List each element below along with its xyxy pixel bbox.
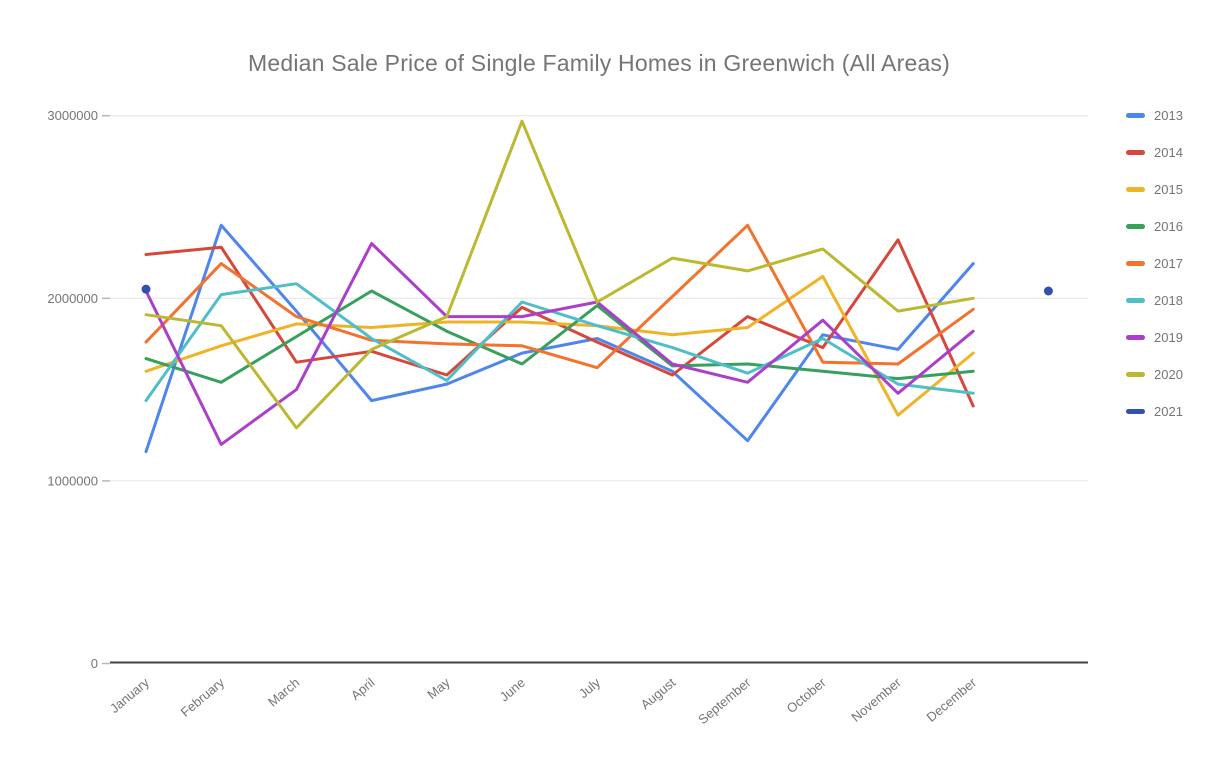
legend-swatch-icon — [1126, 187, 1145, 192]
x-axis-label: September — [695, 674, 754, 727]
legend-swatch-icon — [1126, 150, 1145, 155]
legend-swatch-icon — [1126, 409, 1145, 414]
series-point-2021[interactable] — [1043, 286, 1053, 296]
legend-swatch-icon — [1126, 372, 1145, 377]
y-axis-label: 0 — [91, 656, 98, 671]
legend-item-2016[interactable]: 2016 — [1126, 208, 1183, 245]
x-axis-label: June — [497, 675, 528, 705]
series-line-2017[interactable] — [144, 223, 975, 370]
series-line-2015[interactable] — [144, 274, 975, 417]
legend-label: 2018 — [1154, 293, 1183, 308]
series-point-2021[interactable] — [141, 284, 151, 294]
legend-swatch-icon — [1126, 298, 1145, 303]
series-line-2018[interactable] — [144, 282, 975, 403]
x-axis-label: November — [848, 674, 904, 724]
x-axis-label: December — [924, 674, 980, 724]
series-line-2019[interactable] — [144, 242, 975, 446]
x-axis-label: February — [178, 674, 228, 719]
legend-label: 2013 — [1154, 108, 1183, 123]
legend-swatch-icon — [1126, 224, 1145, 229]
x-axis-label: July — [576, 674, 604, 701]
chart-title: Median Sale Price of Single Family Homes… — [248, 50, 950, 76]
y-axis-label: 2000000 — [47, 291, 98, 306]
legend-item-2017[interactable]: 2017 — [1126, 245, 1183, 282]
x-axis-label: August — [638, 675, 679, 713]
legend-label: 2019 — [1154, 330, 1183, 345]
legend-item-2013[interactable]: 2013 — [1126, 97, 1183, 134]
chart-legend: 2013 2014 2015 2016 2017 2018 2019 2020 — [1126, 97, 1183, 430]
x-axis-label: March — [265, 675, 302, 710]
legend-item-2018[interactable]: 2018 — [1126, 282, 1183, 319]
x-axis-label: January — [107, 674, 152, 716]
legend-label: 2016 — [1154, 219, 1183, 234]
legend-label: 2014 — [1154, 145, 1183, 160]
x-axis-label: May — [424, 674, 453, 702]
legend-label: 2015 — [1154, 182, 1183, 197]
x-axis-label: April — [348, 675, 378, 703]
legend-item-2020[interactable]: 2020 — [1126, 356, 1183, 393]
legend-swatch-icon — [1126, 261, 1145, 266]
legend-swatch-icon — [1126, 113, 1145, 118]
x-axis-label: October — [784, 674, 830, 716]
legend-item-2015[interactable]: 2015 — [1126, 171, 1183, 208]
legend-item-2014[interactable]: 2014 — [1126, 134, 1183, 171]
series-line-2013[interactable] — [144, 223, 975, 454]
legend-label: 2020 — [1154, 367, 1183, 382]
legend-item-2019[interactable]: 2019 — [1126, 319, 1183, 356]
series-line-2016[interactable] — [144, 289, 975, 384]
y-axis-label: 1000000 — [47, 473, 98, 488]
legend-swatch-icon — [1126, 335, 1145, 340]
legend-item-2021[interactable]: 2021 — [1126, 393, 1183, 430]
y-axis-label: 3000000 — [47, 108, 98, 123]
legend-label: 2021 — [1154, 404, 1183, 419]
series-line-2020[interactable] — [144, 119, 975, 430]
legend-label: 2017 — [1154, 256, 1183, 271]
